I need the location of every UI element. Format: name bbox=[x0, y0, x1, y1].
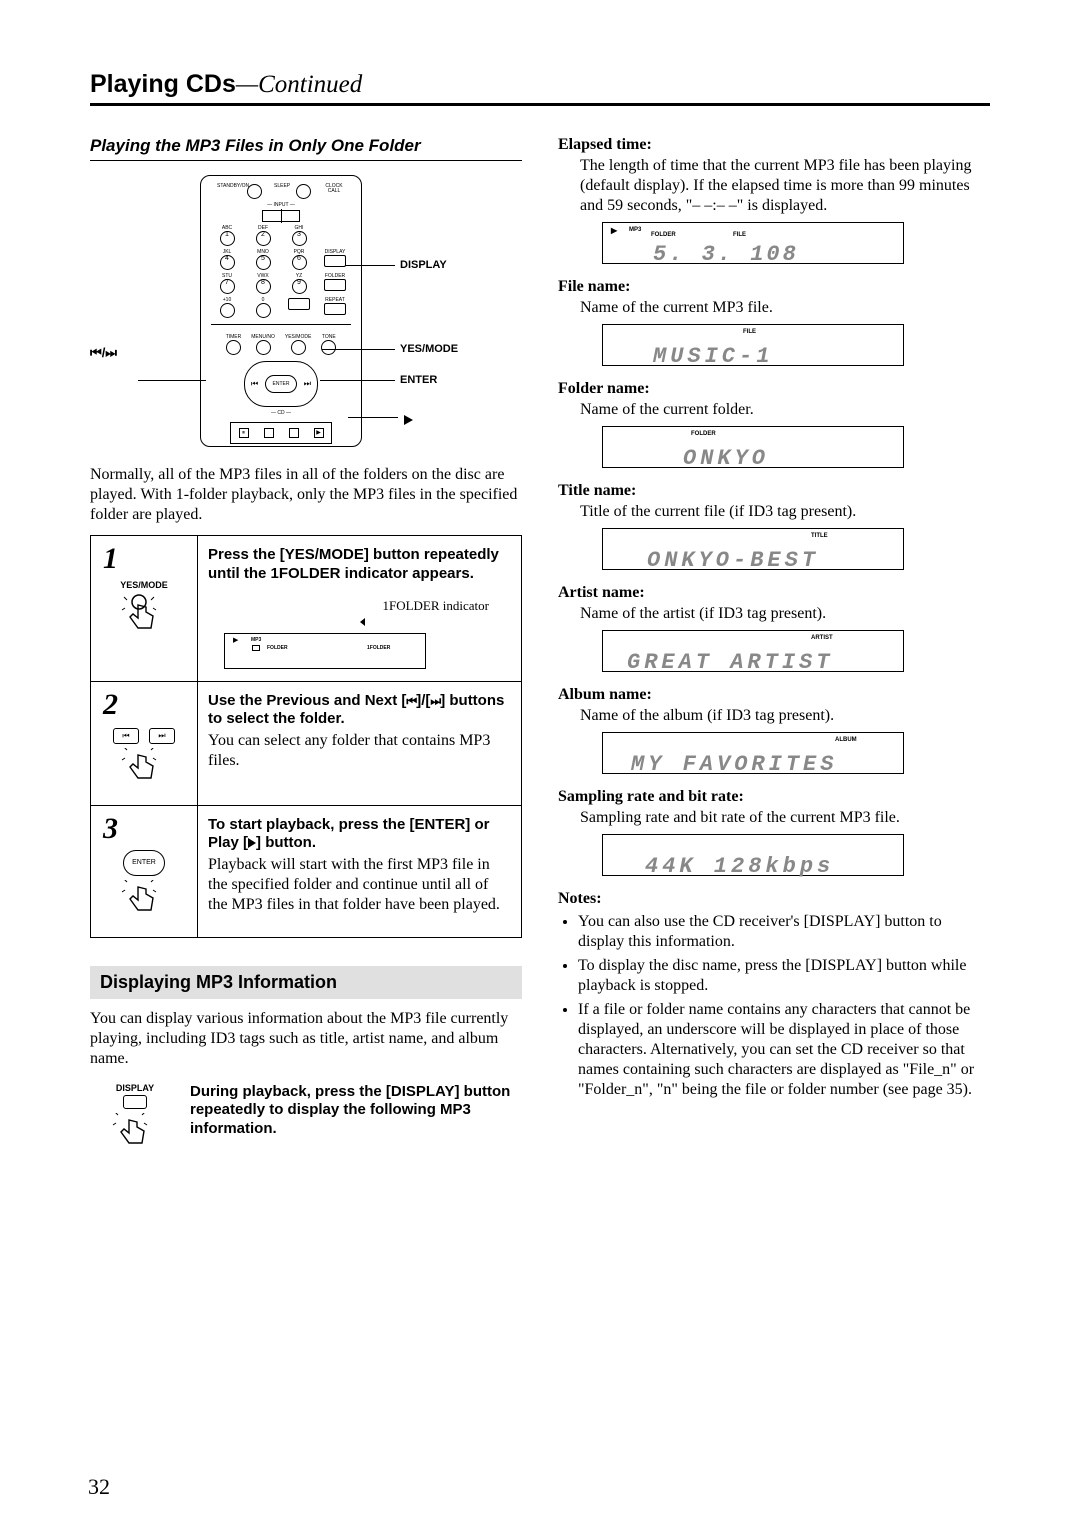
elapsed-body: The length of time that the current MP3 … bbox=[558, 156, 990, 216]
step1-callout: 1FOLDER indicator bbox=[208, 598, 511, 630]
step1-icon-cell: 1 YES/MODE bbox=[91, 536, 198, 682]
album-heading: Album name: bbox=[558, 686, 990, 704]
step1-num: 1 bbox=[103, 542, 187, 576]
step3-num: 3 bbox=[103, 812, 187, 846]
filename-body: Name of the current MP3 file. bbox=[558, 298, 990, 318]
display-instruction: DISPLAY During playback, press the [DISP… bbox=[90, 1083, 522, 1158]
step2-body: You can select any folder that contains … bbox=[208, 731, 511, 771]
display-icon-cell: DISPLAY bbox=[90, 1083, 170, 1158]
indicator-display: MP3 FOLDER 1FOLDER ▶ bbox=[224, 633, 426, 669]
notes-list: You can also use the CD receiver's [DISP… bbox=[558, 912, 990, 1100]
title-main: Playing CDs bbox=[90, 70, 236, 98]
label-display: DISPLAY bbox=[400, 259, 447, 271]
artist-body: Name of the artist (if ID3 tag present). bbox=[558, 604, 990, 624]
album-body: Name of the album (if ID3 tag present). bbox=[558, 706, 990, 726]
lcd-title: TITLE ONKYO-BEST bbox=[602, 528, 904, 570]
title-heading: Title name: bbox=[558, 482, 990, 500]
notes-heading: Notes: bbox=[558, 890, 990, 908]
filename-heading: File name: bbox=[558, 278, 990, 296]
display-bold: During playback, press the [DISPLAY] but… bbox=[190, 1083, 522, 1139]
note-item: You can also use the CD receiver's [DISP… bbox=[578, 912, 990, 952]
play-icon bbox=[404, 415, 413, 425]
next-icon: ⏭ bbox=[149, 728, 175, 744]
play-icon bbox=[248, 838, 256, 848]
folder-heading: Folder name: bbox=[558, 380, 990, 398]
manual-page: Playing CDs—Continued Playing the MP3 Fi… bbox=[0, 0, 1080, 1530]
label-play-icon bbox=[404, 411, 413, 427]
lcd-folder: FOLDER ONKYO bbox=[602, 426, 904, 468]
sampling-heading: Sampling rate and bit rate: bbox=[558, 788, 990, 806]
step1-content: Press the [YES/MODE] button repeatedly u… bbox=[198, 536, 522, 682]
lcd-filename: FILE MUSIC-1 bbox=[602, 324, 904, 366]
label-yes-mode: YES/MODE bbox=[400, 343, 458, 355]
step1-icon-label: YES/MODE bbox=[101, 580, 187, 590]
lcd-artist: ARTIST GREAT ARTIST bbox=[602, 630, 904, 672]
finger-icon bbox=[121, 880, 167, 920]
lcd-sampling: 44K 128kbps bbox=[602, 834, 904, 876]
step3-icon-cell: 3 ENTER bbox=[91, 805, 198, 937]
prev-next-icons: ⏮ ⏭ bbox=[101, 728, 187, 744]
page-number: 32 bbox=[88, 1474, 110, 1500]
label-prev-next: ⏮/⏭ bbox=[90, 345, 117, 361]
step3-content: To start playback, press the [ENTER] or … bbox=[198, 805, 522, 937]
right-column: Elapsed time: The length of time that th… bbox=[558, 136, 990, 1158]
step3-body: Playback will start with the first MP3 f… bbox=[208, 855, 511, 915]
remote-body: STANDBY/ON SLEEP CLOCK CALL — INPUT — AB… bbox=[200, 175, 362, 447]
step3-bold: To start playback, press the [ENTER] or … bbox=[208, 816, 511, 854]
enter-icon: ENTER bbox=[123, 850, 165, 876]
prev-icon: ⏮ bbox=[113, 728, 139, 744]
remote-diagram: STANDBY/ON SLEEP CLOCK CALL — INPUT — AB… bbox=[90, 175, 522, 455]
step2-bold: Use the Previous and Next [⏮]/[⏭] button… bbox=[208, 692, 511, 730]
display-icon-label: DISPLAY bbox=[100, 1083, 170, 1093]
section2-body: You can display various information abou… bbox=[90, 1009, 522, 1069]
folder-body: Name of the current folder. bbox=[558, 400, 990, 420]
section-display-info-title: Displaying MP3 Information bbox=[90, 966, 522, 999]
finger-icon bbox=[121, 748, 167, 788]
left-column: Playing the MP3 Files in Only One Folder… bbox=[90, 136, 522, 1158]
sampling-body: Sampling rate and bit rate of the curren… bbox=[558, 808, 990, 828]
step2-content: Use the Previous and Next [⏮]/[⏭] button… bbox=[198, 681, 522, 805]
elapsed-heading: Elapsed time: bbox=[558, 136, 990, 154]
section-one-folder-title: Playing the MP3 Files in Only One Folder bbox=[90, 136, 522, 156]
page-title: Playing CDs—Continued bbox=[90, 70, 990, 99]
lcd-elapsed: MP3 FOLDER FILE ▶ 5. 3. 108 bbox=[602, 222, 904, 264]
header-rule bbox=[90, 103, 990, 106]
steps-table: 1 YES/MODE Press the [YES/MODE] button r… bbox=[90, 535, 522, 938]
step2-num: 2 bbox=[103, 688, 187, 722]
title-body: Title of the current file (if ID3 tag pr… bbox=[558, 502, 990, 522]
note-item: To display the disc name, press the [DIS… bbox=[578, 956, 990, 996]
finger-icon bbox=[121, 594, 167, 638]
finger-icon bbox=[112, 1113, 158, 1153]
step2-icon-cell: 2 ⏮ ⏭ bbox=[91, 681, 198, 805]
section-rule bbox=[90, 160, 522, 161]
title-continued: —Continued bbox=[236, 71, 362, 98]
display-button-icon bbox=[123, 1095, 147, 1109]
cd-controls: ⏸ ▶ bbox=[230, 422, 332, 444]
note-item: If a file or folder name contains any ch… bbox=[578, 1000, 990, 1100]
step1-bold: Press the [YES/MODE] button repeatedly u… bbox=[208, 546, 511, 584]
lcd-album: ALBUM MY FAVORITES bbox=[602, 732, 904, 774]
artist-heading: Artist name: bbox=[558, 584, 990, 602]
label-enter: ENTER bbox=[400, 374, 437, 386]
intro-paragraph: Normally, all of the MP3 files in all of… bbox=[90, 465, 522, 525]
